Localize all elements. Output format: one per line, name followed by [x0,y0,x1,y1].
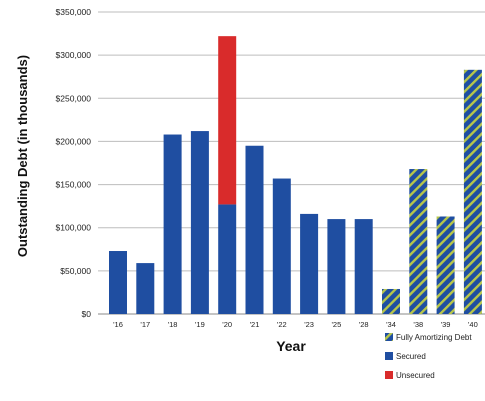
x-axis-label: Year [276,338,306,354]
y-tick-label: $250,000 [56,93,92,103]
y-tick-label: $200,000 [56,136,92,146]
y-tick-label: $350,000 [56,7,92,17]
x-tick-label: '17 [140,320,150,329]
x-tick-label: '39 [441,320,451,329]
bar-secured [190,131,209,314]
bar-secured [218,204,237,314]
legend-label-secured: Secured [396,352,426,361]
bar-fully-amortizing-debt [382,288,400,314]
x-tick-label: '23 [304,320,314,329]
legend-swatch-secured [385,352,393,360]
x-tick-label: '34 [386,320,396,329]
bar-secured [327,219,346,314]
legend-swatch-fully-amortizing-debt [385,333,393,341]
y-tick-label: $50,000 [60,266,91,276]
bar-secured [300,213,319,314]
x-tick-label: '20 [222,320,232,329]
x-tick-label: '22 [277,320,287,329]
bar-secured [136,263,155,314]
bar-secured [354,219,373,314]
x-tick-label: '18 [168,320,178,329]
bar-fully-amortizing-debt [409,169,428,314]
gridlines [98,11,485,315]
bar-secured [163,134,182,314]
bars [109,36,482,314]
x-tick-label: '16 [113,320,123,329]
bar-secured [109,251,127,314]
bar-fully-amortizing-debt [436,216,455,314]
y-tick-label: $100,000 [56,223,92,233]
legend: Fully Amortizing Debt Secured Unsecured [385,333,472,380]
y-tick-label: $0 [82,309,92,319]
legend-label-fully-amortizing-debt: Fully Amortizing Debt [396,333,472,342]
bar-secured [272,178,291,314]
bar-unsecured [218,36,237,205]
x-tick-label: '25 [332,320,342,329]
x-tick-label: '21 [250,320,260,329]
bar-secured [245,145,264,314]
axes: $0 $50,000 $100,000 $150,000 $200,000 $250,00… [56,7,478,329]
legend-swatch-unsecured [385,371,393,379]
y-axis-label: Outstanding Debt (in thousands) [15,55,30,257]
x-tick-label: '40 [468,320,478,329]
y-tick-label: $150,000 [56,180,92,190]
x-tick-label: '38 [413,320,423,329]
y-tick-label: $300,000 [56,50,92,60]
bar-fully-amortizing-debt [463,69,482,314]
x-tick-label: '19 [195,320,205,329]
x-tick-label: '28 [359,320,369,329]
legend-label-unsecured: Unsecured [396,371,435,380]
